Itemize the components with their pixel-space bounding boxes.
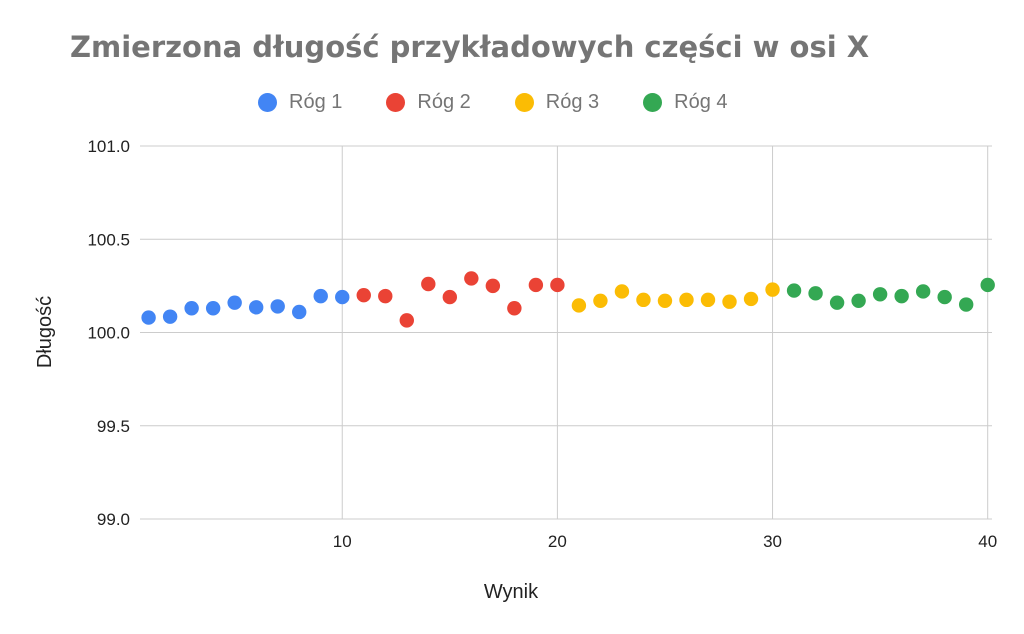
data-point-series-3[interactable] xyxy=(700,292,716,308)
data-point-series-3[interactable] xyxy=(743,291,759,307)
data-point-series-2[interactable] xyxy=(550,277,565,293)
x-tick-label: 40 xyxy=(978,532,997,551)
legend: Róg 1 Róg 2 Róg 3 Róg 4 xyxy=(258,88,728,116)
data-point-series-4[interactable] xyxy=(894,288,909,304)
legend-marker-icon xyxy=(258,92,277,112)
data-point-series-3[interactable] xyxy=(657,293,673,308)
data-point-series-1[interactable] xyxy=(141,310,156,325)
chart-title: Zmierzona długość przykładowych części w… xyxy=(70,30,870,64)
data-points xyxy=(141,271,995,328)
data-point-series-2[interactable] xyxy=(378,288,393,304)
data-point-series-2[interactable] xyxy=(399,313,414,328)
data-point-series-1[interactable] xyxy=(184,301,199,316)
legend-item-rog-4[interactable]: Róg 4 xyxy=(643,90,728,114)
legend-label: Róg 4 xyxy=(674,90,728,113)
data-point-series-3[interactable] xyxy=(679,292,694,308)
legend-item-rog-1[interactable]: Róg 1 xyxy=(258,91,342,114)
legend-marker-icon xyxy=(643,92,663,112)
legend-label: Róg 2 xyxy=(417,90,471,113)
y-tick-label: 99.0 xyxy=(97,510,130,529)
y-axis-title: Długość xyxy=(34,296,56,368)
data-point-series-4[interactable] xyxy=(829,295,845,310)
legend-marker-icon xyxy=(514,92,534,112)
data-point-series-4[interactable] xyxy=(808,286,823,301)
data-point-series-4[interactable] xyxy=(980,277,995,293)
data-point-series-2[interactable] xyxy=(421,276,436,292)
data-point-series-2[interactable] xyxy=(507,301,522,316)
y-tick-label: 99.5 xyxy=(97,417,130,436)
data-point-series-2[interactable] xyxy=(356,288,371,303)
legend-label: Róg 3 xyxy=(545,90,600,113)
data-point-series-2[interactable] xyxy=(442,289,458,305)
y-tick-label: 100.0 xyxy=(87,324,130,343)
data-point-series-1[interactable] xyxy=(335,289,350,305)
data-point-series-2[interactable] xyxy=(464,271,479,286)
data-point-series-3[interactable] xyxy=(614,284,630,299)
x-axis-title: Wynik xyxy=(484,581,539,603)
data-point-series-1[interactable] xyxy=(227,295,242,310)
data-point-series-1[interactable] xyxy=(162,309,178,324)
data-point-series-4[interactable] xyxy=(915,284,931,299)
data-point-series-1[interactable] xyxy=(270,299,285,314)
legend-label: Róg 1 xyxy=(289,90,343,113)
x-tick-label: 20 xyxy=(548,532,567,551)
data-point-series-4[interactable] xyxy=(786,283,802,298)
y-tick-label: 100.5 xyxy=(87,230,130,249)
y-tick-label: 101.0 xyxy=(87,137,130,156)
data-point-series-4[interactable] xyxy=(851,293,866,308)
x-tick-label: 10 xyxy=(333,532,352,551)
tick-labels: 99.0 99.5 100.0 100.5 101.0 10 20 30 40 xyxy=(87,137,997,551)
legend-item-rog-2[interactable]: Róg 2 xyxy=(386,90,471,114)
data-point-series-2[interactable] xyxy=(485,278,501,294)
data-point-series-3[interactable] xyxy=(636,292,651,308)
data-point-series-4[interactable] xyxy=(872,287,888,302)
data-point-series-1[interactable] xyxy=(205,301,221,316)
data-point-series-2[interactable] xyxy=(528,277,544,293)
data-point-series-3[interactable] xyxy=(765,282,780,297)
data-point-series-1[interactable] xyxy=(292,304,307,320)
data-point-series-1[interactable] xyxy=(313,288,328,304)
x-tick-label: 30 xyxy=(763,532,782,551)
data-point-series-4[interactable] xyxy=(937,289,952,305)
legend-marker-icon xyxy=(386,92,406,112)
gridlines xyxy=(140,145,992,520)
legend-item-rog-3[interactable]: Róg 3 xyxy=(514,90,600,114)
data-point-series-3[interactable] xyxy=(722,294,737,309)
data-point-series-3[interactable] xyxy=(593,293,608,308)
data-point-series-4[interactable] xyxy=(958,297,974,312)
data-point-series-1[interactable] xyxy=(248,300,264,315)
data-point-series-3[interactable] xyxy=(571,298,587,313)
